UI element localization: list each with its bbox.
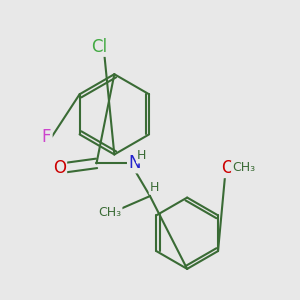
Text: CH₃: CH₃: [232, 161, 255, 174]
Text: H: H: [137, 149, 146, 162]
Text: Cl: Cl: [92, 38, 107, 56]
Text: O: O: [53, 159, 66, 177]
Text: H: H: [150, 181, 159, 194]
Text: N: N: [128, 154, 141, 172]
Text: O: O: [221, 159, 234, 177]
Text: F: F: [42, 128, 51, 146]
Text: CH₃: CH₃: [98, 206, 122, 219]
